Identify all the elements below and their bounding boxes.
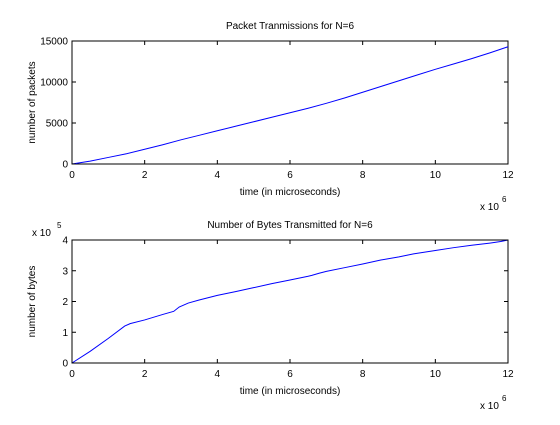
- x-tick-label: 12: [502, 170, 514, 181]
- x-tick-label: 4: [215, 170, 221, 181]
- y-tick-label: 0: [62, 359, 68, 370]
- series-line-1: [71, 46, 509, 165]
- x-tick-label: 6: [287, 170, 293, 181]
- x-tick-label: 8: [360, 170, 366, 181]
- y-axis-multiplier: x 10: [32, 228, 51, 239]
- x-axis-label: time (in microseconds): [240, 187, 341, 198]
- x-tick-label: 8: [360, 369, 366, 380]
- x-axis-multiplier-exponent: 6: [502, 394, 507, 403]
- x-axis-multiplier: x 10: [480, 401, 499, 412]
- axes-box: [71, 239, 509, 364]
- x-tick-label: 2: [142, 369, 148, 380]
- x-tick-label: 12: [502, 369, 514, 380]
- y-axis-label: number of bytes: [27, 266, 38, 338]
- y-tick-label: 4: [62, 236, 68, 247]
- y-tick-label: 15000: [40, 37, 68, 48]
- x-tick-label: 6: [287, 369, 293, 380]
- x-axis-multiplier: x 10: [480, 202, 499, 213]
- y-tick-label: 3: [62, 266, 68, 277]
- x-tick-label: 4: [215, 369, 221, 380]
- x-axis-label: time (in microseconds): [240, 386, 341, 397]
- series-line-1: [71, 239, 509, 364]
- y-tick-label: 5000: [46, 119, 69, 130]
- x-tick-label: 0: [69, 170, 75, 181]
- x-tick-label: 0: [69, 369, 75, 380]
- x-tick-label: 10: [430, 369, 442, 380]
- x-tick-label: 10: [430, 170, 442, 181]
- x-axis-multiplier-exponent: 6: [502, 195, 507, 204]
- y-axis-multiplier-exponent: 5: [57, 221, 62, 230]
- y-tick-label: 10000: [40, 78, 68, 89]
- subplot-1: 0 2 4 6 8 10 12 0 5000 10000 15000 Packet Tranmissi…: [27, 21, 514, 213]
- y-tick-label: 0: [62, 160, 68, 171]
- chart-title: Packet Tranmissions for N=6: [226, 21, 355, 32]
- axes-box: [71, 40, 509, 165]
- y-tick-label: 1: [62, 328, 68, 339]
- x-tick-label: 2: [142, 170, 148, 181]
- y-tick-label: 2: [62, 297, 68, 308]
- chart-title: Number of Bytes Transmitted for N=6: [207, 220, 373, 231]
- y-axis-label: number of packets: [27, 61, 38, 143]
